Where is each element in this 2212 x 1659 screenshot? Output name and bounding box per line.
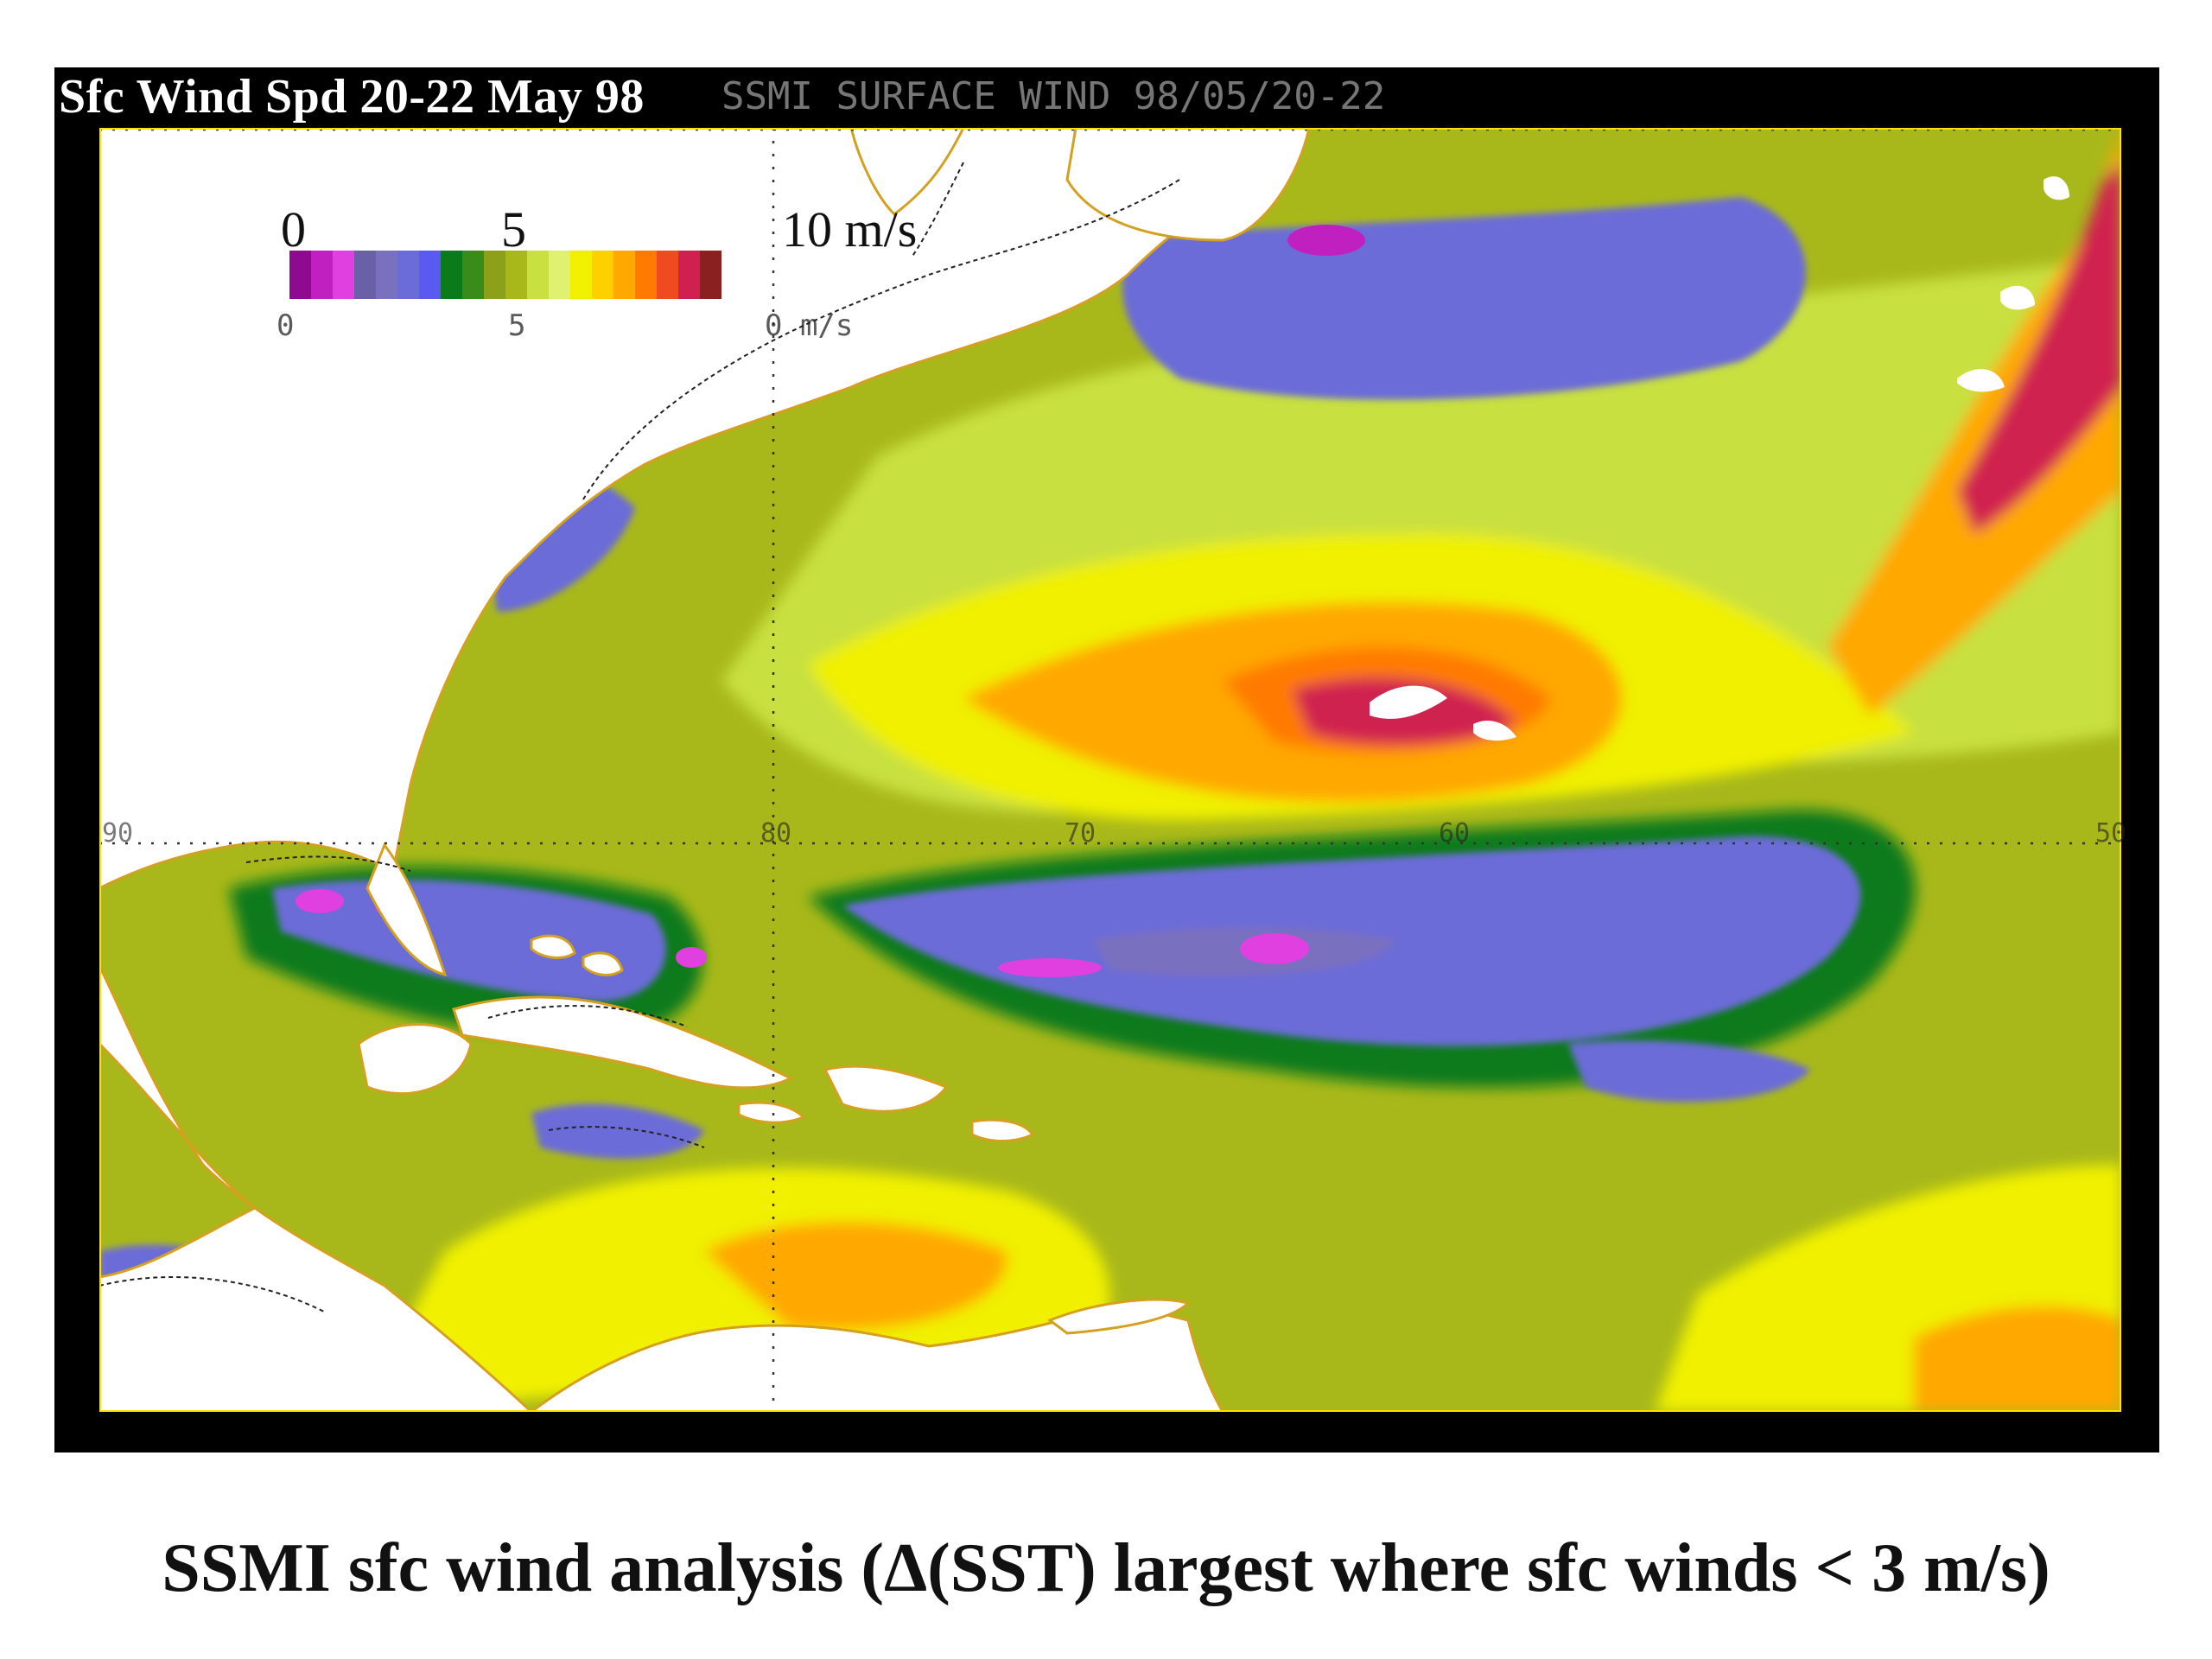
colorbar-swatch [311, 251, 333, 299]
colorbar-swatch [635, 251, 657, 299]
colorbar-swatch [678, 251, 700, 299]
colorbar-swatch [570, 251, 592, 299]
calm-zone-tropics [1568, 1040, 1810, 1103]
coastline-outline [99, 162, 1180, 1313]
figure-caption: SSMI sfc wind analysis (Δ(SST) largest w… [162, 1530, 2050, 1606]
legend-tick-10: 10 m/s [782, 201, 918, 257]
wind-speed-map [99, 128, 2121, 1412]
colorbar-swatch [333, 251, 354, 299]
colorbar-swatch [289, 251, 311, 299]
lon-label: 70 [1065, 818, 1096, 849]
legend-tick-5: 5 [501, 201, 526, 257]
legend-ghost-5: 5 [508, 308, 526, 343]
map-title-ghost: SSMI SURFACE WIND 98/05/20-22 [721, 74, 1386, 118]
lon-label: 60 [1439, 818, 1471, 849]
colorbar-swatch [505, 251, 527, 299]
colorbar-swatch [419, 251, 441, 299]
colorbar-swatch [376, 251, 397, 299]
colorbar-swatch [549, 251, 570, 299]
colorbar-swatch [700, 251, 721, 299]
legend-tick-0: 0 [281, 201, 306, 257]
colorbar-swatch [484, 251, 505, 299]
colorbar-swatch [441, 251, 462, 299]
lon-label: 50 [2095, 818, 2127, 849]
ne-max-wind [1957, 162, 2121, 534]
lon-label: 90 [102, 818, 134, 849]
ne-wind-streak [1827, 128, 2121, 715]
colorbar-swatch [613, 251, 635, 299]
high-wind-spots [1370, 176, 2069, 741]
se-orange [1914, 1306, 2121, 1412]
calm-zone-caribbean [531, 1103, 704, 1160]
legend-ghost-0: 0 [276, 308, 295, 343]
colorbar-swatch [354, 251, 376, 299]
colorbar-swatch [527, 251, 549, 299]
map-title: Sfc Wind Spd 20-22 May 98 [59, 70, 645, 124]
land-masses [99, 128, 1311, 1412]
legend-ghost-10: 0 m/s [765, 308, 854, 343]
wind-field-svg [99, 128, 2121, 1412]
map-border [99, 128, 2121, 1412]
colorbar-swatch [462, 251, 484, 299]
calm-zone-gulf [272, 880, 666, 1002]
colorbar [289, 251, 721, 299]
colorbar-swatch [397, 251, 419, 299]
caribbean-jet [704, 1222, 1007, 1331]
colorbar-swatch [592, 251, 613, 299]
colorbar-swatch [657, 251, 678, 299]
lon-label: 80 [760, 818, 792, 849]
